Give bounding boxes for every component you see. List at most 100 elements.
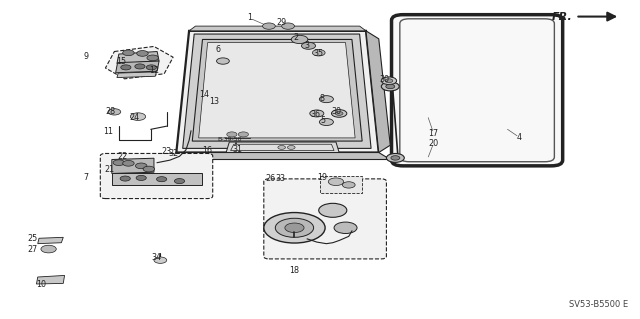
Circle shape [143, 166, 155, 172]
Circle shape [275, 218, 314, 237]
Circle shape [391, 156, 400, 160]
FancyBboxPatch shape [100, 153, 212, 198]
Text: 27: 27 [28, 245, 38, 254]
Text: 29: 29 [276, 18, 287, 27]
Circle shape [113, 160, 125, 166]
Text: 12: 12 [149, 66, 159, 75]
Polygon shape [230, 144, 334, 151]
Circle shape [121, 65, 131, 70]
Circle shape [334, 222, 357, 234]
Circle shape [301, 42, 316, 49]
Polygon shape [166, 152, 390, 160]
Text: 36: 36 [310, 110, 321, 119]
Circle shape [157, 177, 167, 182]
Text: 32: 32 [168, 149, 178, 158]
Text: 19: 19 [317, 173, 327, 182]
Text: 28: 28 [106, 107, 116, 116]
Circle shape [108, 109, 121, 115]
Circle shape [310, 110, 324, 117]
Text: 10: 10 [36, 279, 46, 288]
Circle shape [120, 176, 131, 181]
Text: B-39-50: B-39-50 [217, 137, 241, 142]
Circle shape [387, 153, 404, 162]
Circle shape [319, 203, 347, 217]
Polygon shape [112, 158, 154, 174]
Text: 34: 34 [152, 253, 161, 262]
Circle shape [342, 182, 355, 188]
Polygon shape [117, 72, 157, 78]
FancyBboxPatch shape [264, 179, 387, 259]
Text: FR.: FR. [552, 11, 572, 22]
Text: 16: 16 [202, 146, 212, 155]
Text: 11: 11 [103, 127, 113, 136]
Circle shape [312, 50, 325, 56]
Circle shape [262, 23, 275, 29]
Circle shape [282, 23, 294, 29]
Polygon shape [366, 31, 390, 152]
Text: 35: 35 [314, 49, 324, 58]
Polygon shape [38, 237, 63, 244]
Polygon shape [117, 51, 159, 63]
Polygon shape [320, 176, 362, 193]
Polygon shape [113, 174, 202, 185]
Circle shape [332, 110, 347, 117]
Circle shape [123, 160, 134, 166]
Polygon shape [192, 40, 362, 141]
Polygon shape [116, 61, 159, 73]
Circle shape [41, 245, 56, 253]
Circle shape [264, 212, 325, 243]
Text: 25: 25 [28, 234, 38, 243]
Text: 20: 20 [429, 139, 439, 148]
Text: 22: 22 [117, 152, 127, 161]
Polygon shape [176, 31, 379, 152]
Circle shape [123, 50, 134, 56]
Circle shape [386, 84, 395, 89]
Circle shape [385, 79, 393, 83]
Polygon shape [198, 43, 355, 138]
Circle shape [216, 58, 229, 64]
Text: 5: 5 [321, 116, 326, 125]
Circle shape [291, 35, 308, 44]
Text: 6: 6 [215, 45, 220, 55]
Text: 2: 2 [294, 33, 299, 42]
Circle shape [135, 64, 145, 69]
Circle shape [137, 50, 148, 56]
Text: 21: 21 [104, 165, 115, 174]
Text: 4: 4 [516, 133, 522, 142]
Circle shape [154, 257, 167, 263]
Text: 24: 24 [130, 113, 140, 122]
Text: 13: 13 [210, 97, 220, 106]
Polygon shape [226, 142, 339, 152]
Text: 8: 8 [319, 94, 324, 103]
Text: SV53-B5500 E: SV53-B5500 E [569, 300, 628, 309]
Circle shape [131, 113, 146, 121]
Text: 1: 1 [247, 13, 252, 22]
Circle shape [287, 145, 295, 149]
Circle shape [328, 178, 344, 186]
Text: 17: 17 [429, 129, 439, 138]
Circle shape [319, 119, 333, 125]
Circle shape [147, 65, 157, 70]
Circle shape [238, 132, 248, 137]
Text: 3: 3 [305, 41, 310, 50]
Polygon shape [189, 26, 366, 31]
Circle shape [136, 175, 147, 181]
Circle shape [227, 132, 237, 137]
Polygon shape [106, 47, 173, 79]
Polygon shape [36, 275, 65, 284]
Circle shape [285, 223, 304, 233]
Text: 30: 30 [380, 75, 390, 84]
Circle shape [174, 179, 184, 184]
Text: 18: 18 [289, 265, 300, 275]
Circle shape [335, 112, 343, 115]
Circle shape [136, 163, 147, 169]
Text: 14: 14 [199, 90, 209, 99]
Polygon shape [225, 131, 250, 138]
Circle shape [381, 77, 397, 85]
Circle shape [147, 55, 159, 61]
Text: 9: 9 [84, 52, 89, 62]
Text: 23: 23 [162, 147, 172, 156]
Circle shape [278, 145, 285, 149]
Text: 31: 31 [232, 145, 242, 154]
Text: 26: 26 [265, 174, 275, 183]
